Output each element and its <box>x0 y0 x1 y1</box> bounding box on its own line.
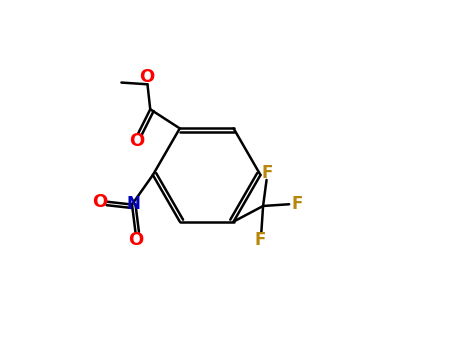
Text: F: F <box>291 195 303 213</box>
Text: F: F <box>255 231 266 248</box>
Text: O: O <box>129 132 144 150</box>
Text: O: O <box>92 193 108 211</box>
Text: O: O <box>128 231 143 249</box>
Text: F: F <box>262 164 273 182</box>
Text: N: N <box>127 195 141 213</box>
Text: O: O <box>139 68 154 86</box>
